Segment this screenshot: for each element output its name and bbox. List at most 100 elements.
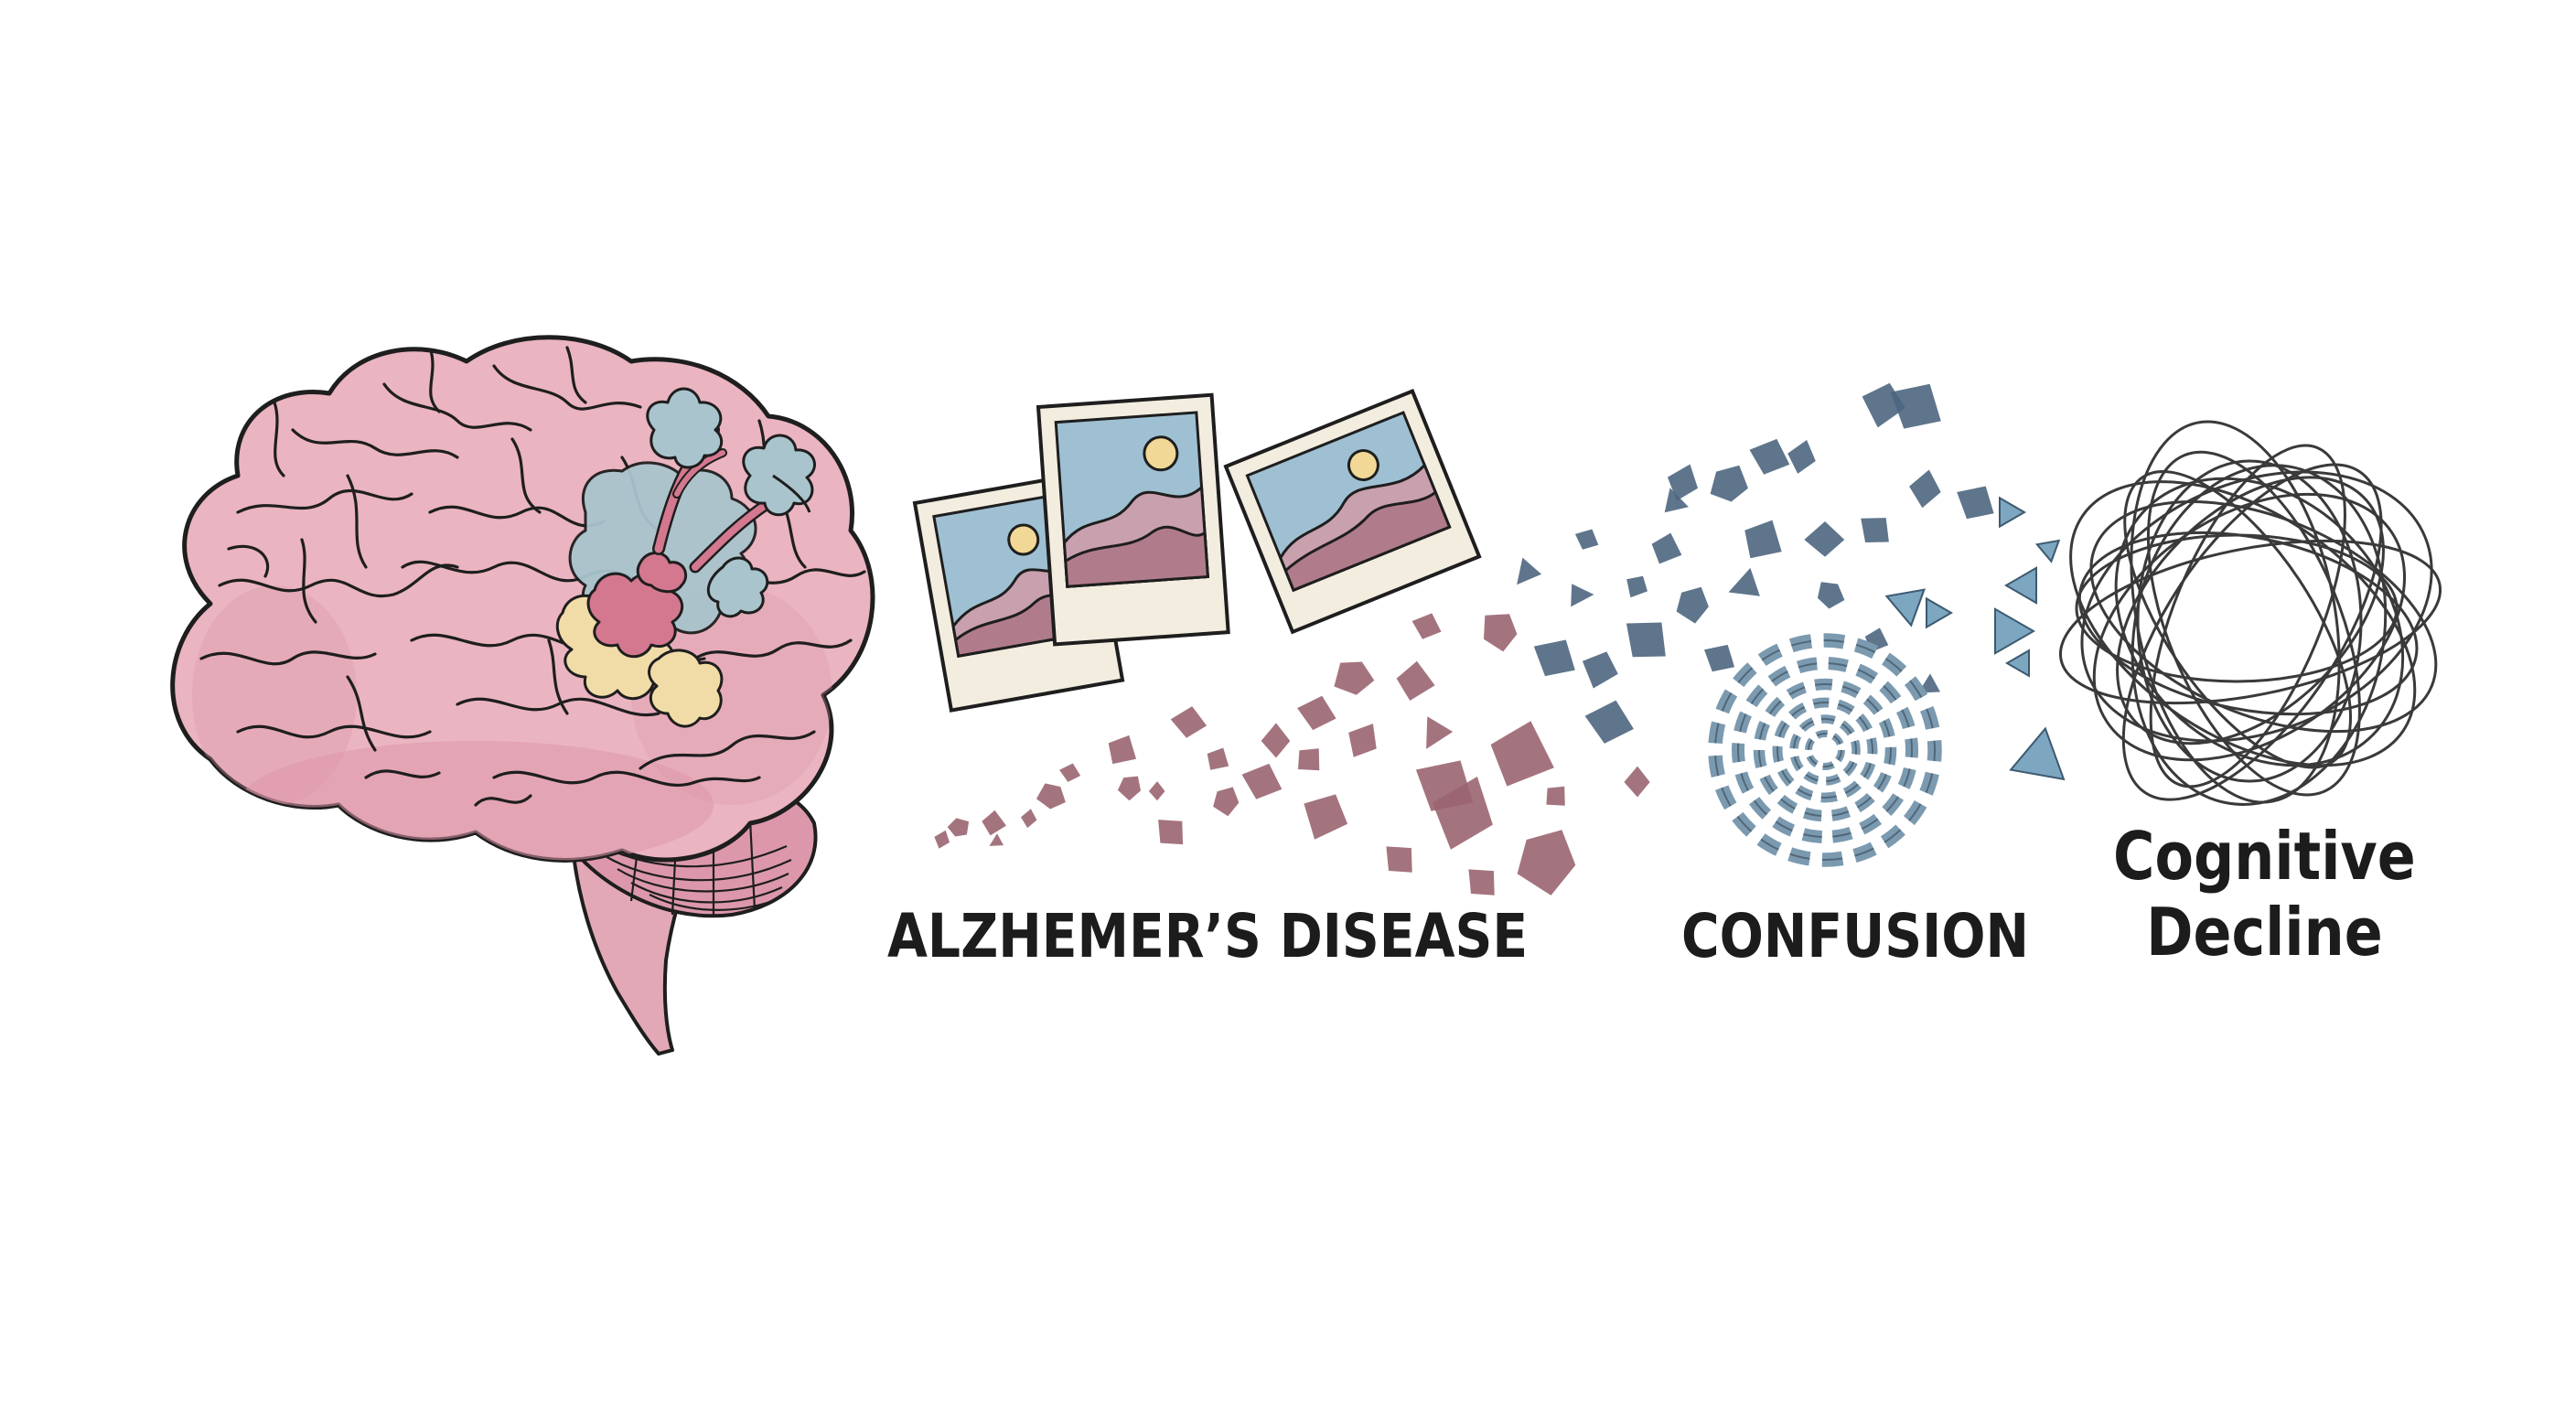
fragment-icon xyxy=(1348,724,1377,757)
fragment-icon xyxy=(1108,735,1136,765)
fragment-icon xyxy=(982,810,1006,836)
fragment-icon xyxy=(1170,706,1208,738)
fragment-icon xyxy=(1533,639,1575,677)
fragment-icon xyxy=(1817,582,1845,609)
fragment-icon xyxy=(1546,786,1565,806)
fragment-icon xyxy=(1884,588,1926,627)
fragment-icon xyxy=(1999,496,2026,529)
fragment-icon xyxy=(1728,567,1760,596)
brain-icon xyxy=(170,335,875,1056)
tangle-blob-4 xyxy=(706,556,769,618)
fragment-icon xyxy=(1158,820,1184,845)
fragment-icon xyxy=(1059,763,1081,782)
fragment-icon xyxy=(1517,830,1576,896)
tangle-blob-3 xyxy=(772,474,811,513)
fragment-icon xyxy=(1626,622,1666,658)
fragment-icon xyxy=(1468,869,1495,896)
fragment-icon xyxy=(2004,566,2037,605)
alzheimers-disease-label: ALZHEMER’S DISEASE xyxy=(887,901,1529,971)
tangle-loop xyxy=(2075,533,2399,683)
fragment-icon xyxy=(1624,766,1650,798)
fragment-icon xyxy=(1396,660,1435,701)
tangle-loop xyxy=(2131,464,2388,806)
tangle-loop xyxy=(2089,500,2438,734)
fragment-icon xyxy=(1386,846,1412,873)
fragment-icon xyxy=(1651,532,1682,564)
plaque-red-area-2 xyxy=(636,552,687,594)
fragment-icon xyxy=(1213,787,1240,817)
spiral-ring xyxy=(1793,718,1857,782)
fragment-icon xyxy=(1117,776,1141,801)
spiral-ring xyxy=(1758,683,1892,817)
fragment-icon xyxy=(1571,584,1594,607)
fragment-icon xyxy=(1584,700,1634,744)
fragment-icon xyxy=(1261,723,1291,758)
plaque-red-area xyxy=(586,572,684,659)
tangle-loop xyxy=(2080,470,2433,743)
fragment-icon xyxy=(1036,783,1066,810)
tangle-loop xyxy=(2121,463,2383,801)
fragment-icon xyxy=(1926,596,1953,629)
fragment-icon xyxy=(1490,721,1554,787)
fragment-icon xyxy=(1861,518,1889,542)
tangle-loop xyxy=(2149,444,2346,788)
tangle-tendrils xyxy=(646,387,816,618)
fragment-icon xyxy=(1411,613,1442,639)
plaque-yellow-area-2 xyxy=(648,649,724,728)
fragment-icon xyxy=(1957,486,1994,520)
fragment-icon xyxy=(1890,383,1941,429)
fragment-icon xyxy=(2009,726,2066,781)
fragment-icon xyxy=(1704,644,1735,672)
photo-icon xyxy=(1223,388,1482,635)
fragment-icon xyxy=(1909,469,1941,509)
fragment-group xyxy=(934,382,2066,896)
spiral-ring xyxy=(1737,662,1913,838)
fragment-icon xyxy=(2034,539,2061,563)
fragment-icon xyxy=(1787,440,1816,474)
fragment-icon xyxy=(1241,763,1283,799)
spiral-ring xyxy=(1808,733,1842,767)
spiral-ring xyxy=(1776,702,1873,799)
fragment-icon xyxy=(1574,529,1599,550)
fragment-icon xyxy=(947,818,970,837)
confusion-label: CONFUSION xyxy=(1681,901,2030,971)
fragment-icon xyxy=(1304,794,1348,840)
fragment-icon xyxy=(1021,809,1037,829)
fragment-icon xyxy=(1334,661,1375,695)
tangle-loop xyxy=(2136,459,2363,783)
fragment-icon xyxy=(1710,465,1748,502)
fragment-icon xyxy=(2005,649,2030,678)
fragment-icon xyxy=(1744,520,1782,559)
fragment-icon xyxy=(1148,781,1165,801)
tangle-icon xyxy=(2058,420,2442,806)
fragment-icon xyxy=(934,830,950,849)
fragment-icon xyxy=(1804,521,1845,557)
fragment-icon xyxy=(1207,747,1229,770)
fragment-icon xyxy=(989,833,1004,846)
tangle-blob-1 xyxy=(646,387,724,469)
fragment-icon xyxy=(1297,695,1336,731)
fragment-icon xyxy=(1484,614,1518,652)
tangle-loop xyxy=(2058,539,2442,705)
fragment-icon xyxy=(1426,716,1454,749)
spiral-ring xyxy=(1714,639,1936,861)
fragment-icon xyxy=(1432,777,1493,850)
tangle-loop xyxy=(2114,477,2405,767)
fragment-icon xyxy=(1517,557,1542,585)
tangle-loop xyxy=(2069,480,2417,767)
fragment-icon xyxy=(1582,651,1618,689)
fragment-icon xyxy=(1298,748,1320,771)
spiral-icon xyxy=(1708,633,1942,867)
fragment-icon xyxy=(1676,586,1709,624)
tangle-loop xyxy=(2077,531,2419,716)
cognitive-decline-label-line2: Decline xyxy=(2146,893,2383,971)
cognitive-decline-label-line1: Cognitive xyxy=(2113,818,2416,895)
fragment-icon xyxy=(1667,464,1698,501)
spiral-ring xyxy=(1789,714,1861,786)
photo-icon-group xyxy=(912,388,1482,713)
fragment-icon xyxy=(1626,575,1648,598)
cognitive-decline-label: Cognitive Decline xyxy=(2113,819,2416,971)
fragment-icon xyxy=(1994,607,2036,655)
photo-icon xyxy=(1036,392,1230,647)
